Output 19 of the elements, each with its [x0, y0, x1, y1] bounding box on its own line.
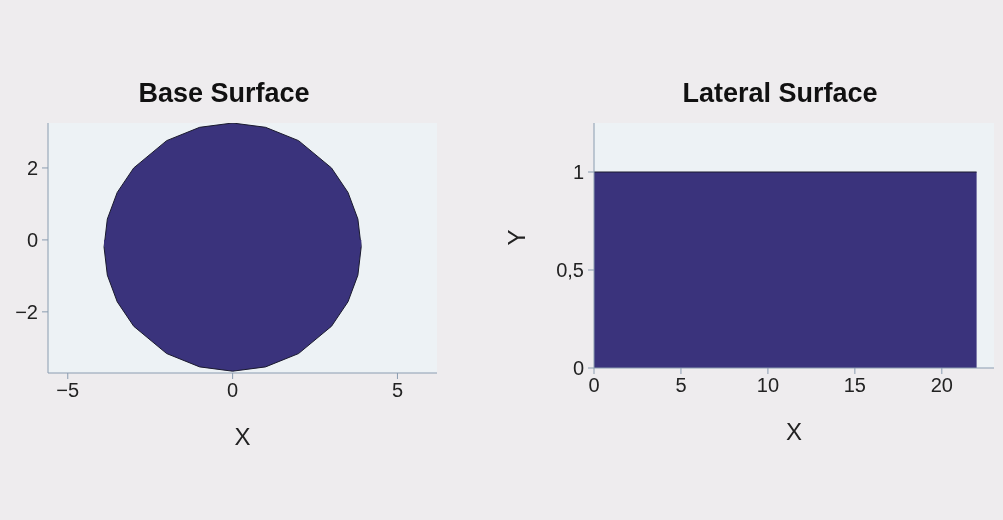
x-axis-title: X — [785, 418, 803, 445]
x-tick-label: 10 — [756, 374, 780, 397]
x-tick-label: 5 — [391, 379, 403, 402]
y-axis-title: Y — [502, 229, 530, 246]
x-tick-label: −5 — [56, 379, 80, 402]
y-tick-label: 0,5 — [556, 259, 584, 282]
x-axis-title: X — [234, 423, 251, 450]
y-tick-label: −2 — [15, 300, 38, 323]
x-tick-label: 0 — [227, 379, 239, 402]
x-tick-label: 20 — [930, 374, 953, 397]
y-tick-label: 1 — [572, 161, 584, 184]
x-tick-label: 0 — [588, 374, 600, 397]
x-tick-label: 15 — [843, 374, 866, 397]
y-tick-label: 0 — [572, 357, 584, 380]
y-tick-label: 0 — [26, 229, 38, 252]
chart-title: Base Surface — [137, 78, 311, 109]
chart-title: Lateral Surface — [681, 78, 879, 109]
y-tick-label: 2 — [26, 157, 38, 180]
x-tick-label: 5 — [675, 374, 687, 397]
